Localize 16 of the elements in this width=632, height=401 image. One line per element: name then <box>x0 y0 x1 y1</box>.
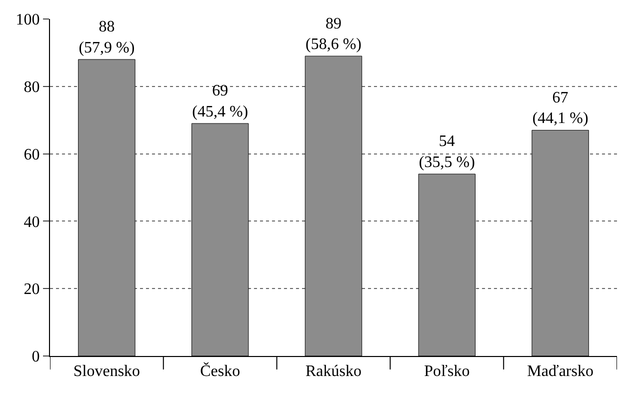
data-label: 89 (58,6 %) <box>306 15 362 54</box>
x-tick-label: Maďarsko <box>527 363 594 380</box>
y-tick-label: 0 <box>32 348 40 366</box>
data-label: 88 (57,9 %) <box>78 18 135 56</box>
data-label: 67 (44,1 %) <box>532 89 588 128</box>
y-tick-label: 60 <box>24 146 40 164</box>
x-tick-label: Česko <box>200 362 240 380</box>
x-tick-label: Slovensko <box>73 363 140 380</box>
data-label: 69 (45,4 %) <box>192 82 248 120</box>
y-tick-label: 100 <box>16 12 40 29</box>
y-tick-label: 20 <box>24 281 40 298</box>
y-tick-label: 80 <box>24 79 40 96</box>
y-tick-label: 40 <box>24 214 40 231</box>
x-tick-label: Poľsko <box>424 363 470 380</box>
x-tick-label: Rakúsko <box>306 363 362 380</box>
data-label: 54 (35,5 %) <box>418 133 475 172</box>
